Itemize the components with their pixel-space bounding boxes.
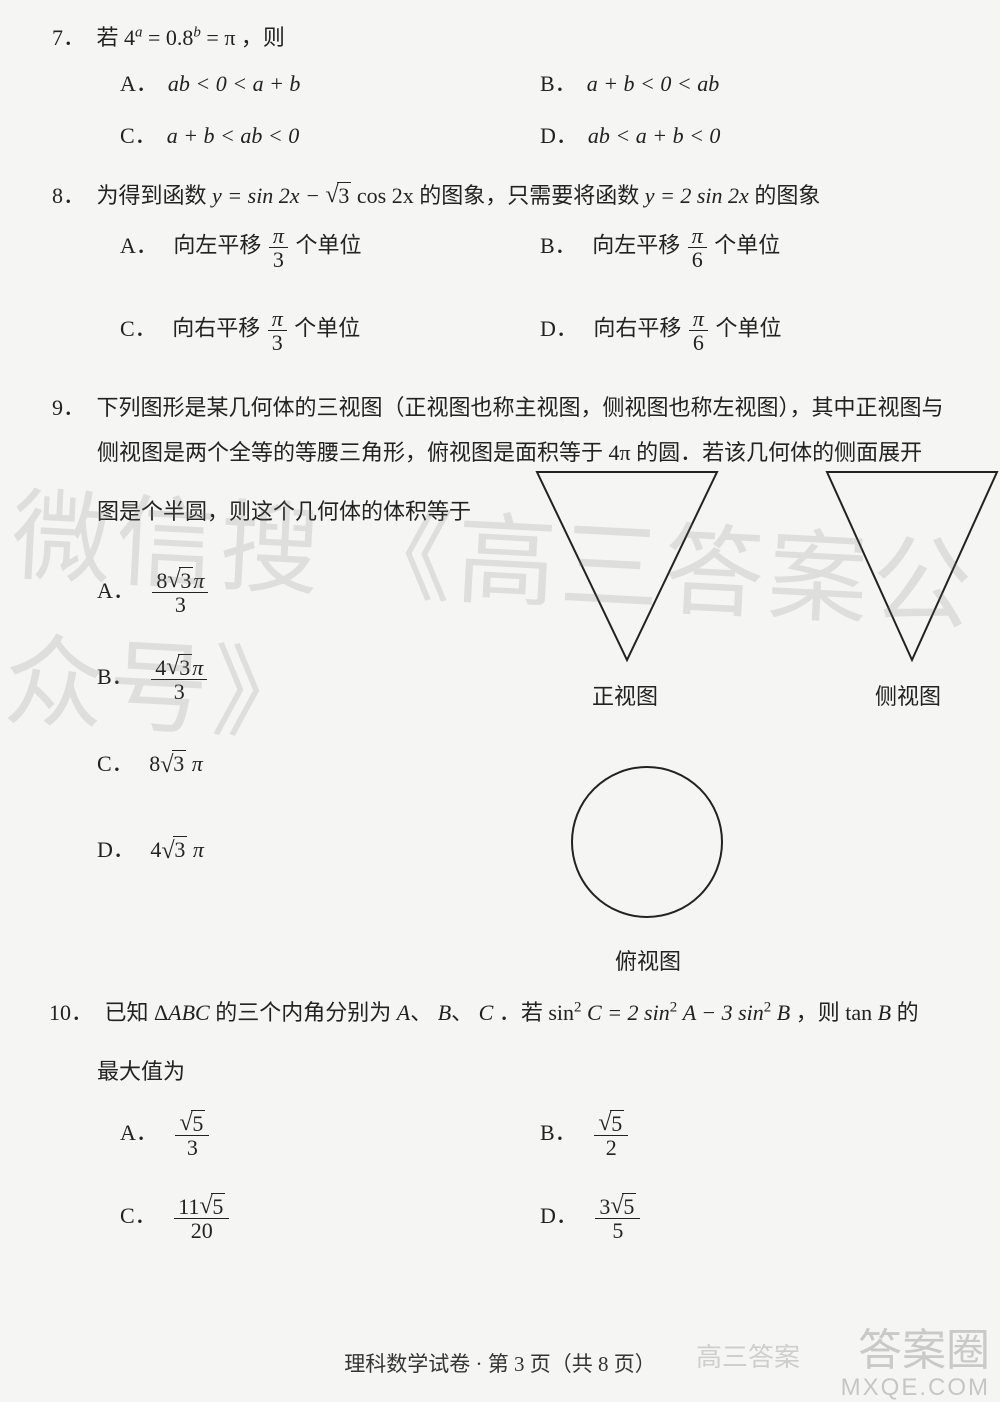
page-footer: 理科数学试卷 · 第 3 页（共 8 页） <box>0 1348 1000 1378</box>
q9-stem-line3: 图是个半圆，则这个几何体的体积等于 <box>97 487 487 538</box>
q8-option-d: D． 向右平移 π6 个单位 <box>540 307 955 354</box>
q10-option-c: C． 115 20 <box>120 1195 540 1242</box>
q10-number: 10． <box>45 995 93 1027</box>
q8-options: A． 向左平移 π3 个单位 B． 向左平移 π6 个单位 C． 向右平移 π3 <box>120 224 955 354</box>
q10-stem-line1: 10． 已知 ΔABC 的三个内角分别为 A、 B、 C ．若 sin2 C =… <box>45 995 955 1027</box>
q10-option-b: B． 5 2 <box>540 1112 955 1159</box>
q8-option-a: A． 向左平移 π3 个单位 <box>120 224 540 271</box>
q9-figures: 正视图 侧视图 俯视图 <box>487 487 955 967</box>
q7-stem: 7． 若 4a = 0.8b = π ，则 <box>45 20 955 52</box>
q7-option-a: A．ab < 0 < a + b <box>120 66 540 98</box>
top-view-label: 俯视图 <box>615 937 681 988</box>
front-view-triangle-icon <box>527 462 727 667</box>
q10-option-d: D． 35 5 <box>540 1195 955 1242</box>
q9-options: 图是个半圆，则这个几何体的体积等于 A． 83π 3 B． 43π 3 <box>97 487 487 912</box>
side-view-triangle-icon <box>817 462 1000 667</box>
q10-options: A． 5 3 B． 5 2 C． <box>120 1112 955 1242</box>
side-view-label: 侧视图 <box>875 672 941 723</box>
q8-stem: 8． 为得到函数 y = sin 2x − 3 cos 2x 的图象，只需要将函… <box>45 178 955 210</box>
q7-option-c: C．a + b < ab < 0 <box>120 118 540 150</box>
q7-option-d: D．ab < a + b < 0 <box>540 118 955 150</box>
q7-option-b: B．a + b < 0 < ab <box>540 66 955 98</box>
front-view-label: 正视图 <box>592 672 658 723</box>
q9-option-a: A． 83π 3 <box>97 566 487 617</box>
q8-option-c: C． 向右平移 π3 个单位 <box>120 307 540 354</box>
question-9: 9． 下列图形是某几何体的三视图（正视图也称主视图，侧视图也称左视图），其中正视… <box>45 390 955 967</box>
question-7: 7． 若 4a = 0.8b = π ，则 A．ab < 0 < a + b B… <box>45 20 955 150</box>
q10-option-a: A． 5 3 <box>120 1112 540 1159</box>
q7-number: 7． <box>45 20 85 52</box>
question-8: 8． 为得到函数 y = sin 2x − 3 cos 2x 的图象，只需要将函… <box>45 178 955 354</box>
q9-option-c: C． 83 π <box>97 739 487 790</box>
q9-option-d: D． 43 π <box>97 825 487 876</box>
q9-option-b: B． 43π 3 <box>97 652 487 703</box>
q9-number: 9． <box>45 390 85 422</box>
q8-option-b: B． 向左平移 π6 个单位 <box>540 224 955 271</box>
q7-options: A．ab < 0 < a + b B．a + b < 0 < ab C．a + … <box>120 66 955 150</box>
q8-number: 8． <box>45 178 85 210</box>
q10-stem-line2: 最大值为 <box>97 1047 955 1098</box>
q9-stem-line1: 9． 下列图形是某几何体的三视图（正视图也称主视图，侧视图也称左视图），其中正视… <box>45 390 955 422</box>
top-view-circle-icon <box>547 757 747 937</box>
question-10: 10． 已知 ΔABC 的三个内角分别为 A、 B、 C ．若 sin2 C =… <box>45 995 955 1242</box>
